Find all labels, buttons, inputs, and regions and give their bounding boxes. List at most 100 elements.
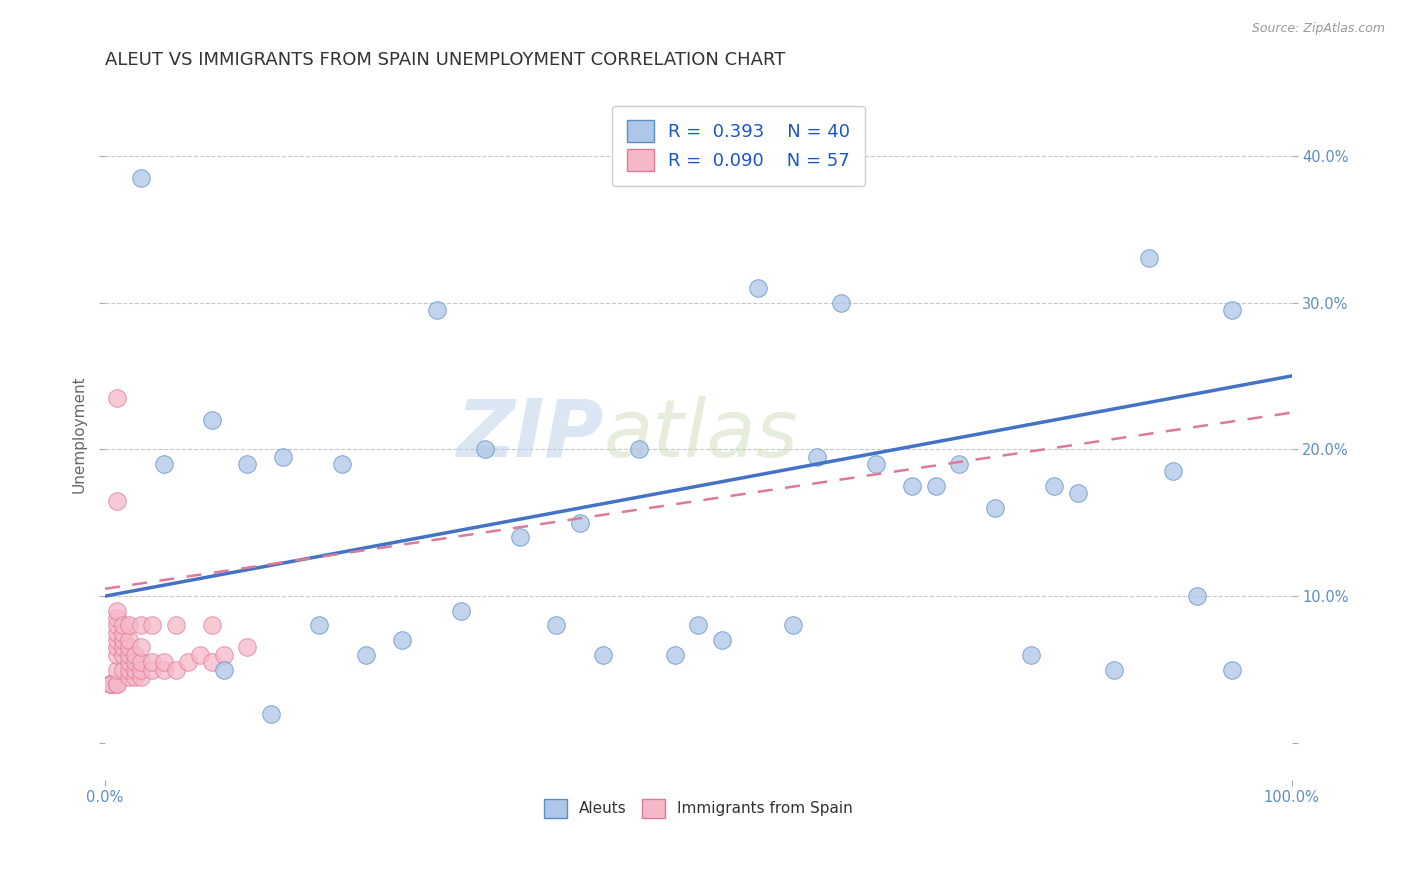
Point	[124, 655, 146, 669]
Point	[177, 655, 200, 669]
Point	[925, 479, 948, 493]
Point	[118, 633, 141, 648]
Point	[450, 604, 472, 618]
Point	[330, 457, 353, 471]
Point	[1102, 663, 1125, 677]
Point	[474, 442, 496, 457]
Point	[105, 604, 128, 618]
Point	[100, 677, 122, 691]
Point	[782, 618, 804, 632]
Point	[212, 648, 235, 662]
Point	[111, 663, 134, 677]
Point	[105, 640, 128, 655]
Point	[806, 450, 828, 464]
Point	[124, 670, 146, 684]
Point	[201, 413, 224, 427]
Point	[830, 295, 852, 310]
Point	[153, 663, 176, 677]
Point	[105, 663, 128, 677]
Point	[118, 618, 141, 632]
Point	[118, 655, 141, 669]
Point	[141, 655, 163, 669]
Point	[111, 633, 134, 648]
Point	[100, 677, 122, 691]
Point	[111, 640, 134, 655]
Point	[124, 648, 146, 662]
Point	[1161, 464, 1184, 478]
Point	[100, 677, 122, 691]
Point	[129, 670, 152, 684]
Text: atlas: atlas	[603, 396, 799, 474]
Point	[100, 677, 122, 691]
Legend: Aleuts, Immigrants from Spain: Aleuts, Immigrants from Spain	[537, 793, 859, 823]
Point	[984, 501, 1007, 516]
Point	[509, 530, 531, 544]
Point	[105, 391, 128, 405]
Point	[568, 516, 591, 530]
Point	[271, 450, 294, 464]
Point	[664, 648, 686, 662]
Point	[688, 618, 710, 632]
Point	[105, 648, 128, 662]
Point	[1043, 479, 1066, 493]
Point	[129, 170, 152, 185]
Point	[153, 457, 176, 471]
Point	[100, 677, 122, 691]
Point	[105, 677, 128, 691]
Text: Source: ZipAtlas.com: Source: ZipAtlas.com	[1251, 22, 1385, 36]
Point	[105, 611, 128, 625]
Point	[105, 625, 128, 640]
Point	[100, 677, 122, 691]
Point	[105, 618, 128, 632]
Point	[118, 648, 141, 662]
Point	[124, 663, 146, 677]
Point	[111, 625, 134, 640]
Point	[212, 663, 235, 677]
Point	[129, 640, 152, 655]
Point	[426, 302, 449, 317]
Point	[141, 663, 163, 677]
Point	[354, 648, 377, 662]
Point	[118, 670, 141, 684]
Text: ZIP: ZIP	[456, 396, 603, 474]
Point	[129, 663, 152, 677]
Point	[141, 618, 163, 632]
Point	[948, 457, 970, 471]
Point	[100, 677, 122, 691]
Point	[711, 633, 734, 648]
Point	[111, 618, 134, 632]
Point	[1222, 302, 1244, 317]
Point	[1185, 589, 1208, 603]
Point	[100, 677, 122, 691]
Point	[105, 677, 128, 691]
Point	[391, 633, 413, 648]
Y-axis label: Unemployment: Unemployment	[72, 376, 86, 493]
Point	[201, 618, 224, 632]
Point	[165, 663, 187, 677]
Point	[118, 663, 141, 677]
Point	[901, 479, 924, 493]
Point	[201, 655, 224, 669]
Point	[118, 640, 141, 655]
Point	[1222, 663, 1244, 677]
Point	[111, 648, 134, 662]
Point	[105, 633, 128, 648]
Point	[165, 618, 187, 632]
Point	[100, 677, 122, 691]
Point	[236, 457, 259, 471]
Point	[188, 648, 211, 662]
Point	[747, 281, 769, 295]
Point	[1067, 486, 1090, 500]
Point	[129, 655, 152, 669]
Point	[236, 640, 259, 655]
Point	[1137, 252, 1160, 266]
Point	[865, 457, 887, 471]
Text: ALEUT VS IMMIGRANTS FROM SPAIN UNEMPLOYMENT CORRELATION CHART: ALEUT VS IMMIGRANTS FROM SPAIN UNEMPLOYM…	[105, 51, 786, 69]
Point	[129, 618, 152, 632]
Point	[592, 648, 614, 662]
Point	[1019, 648, 1042, 662]
Point	[544, 618, 567, 632]
Point	[100, 677, 122, 691]
Point	[260, 706, 283, 721]
Point	[308, 618, 330, 632]
